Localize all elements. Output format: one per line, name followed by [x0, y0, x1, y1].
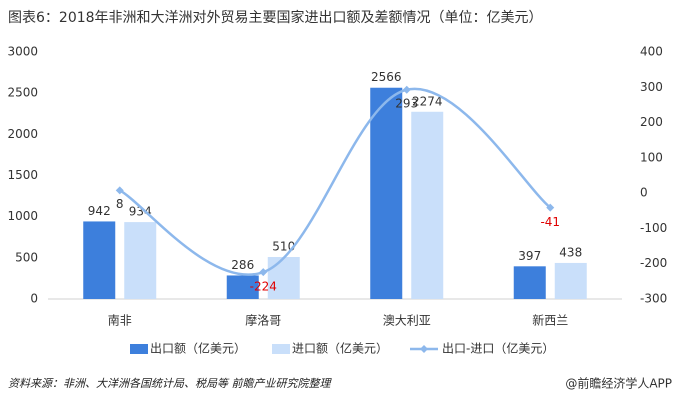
value-label: 397 [518, 249, 541, 263]
y2-tick-label: 100 [640, 150, 663, 164]
bar [226, 275, 259, 299]
value-label: 2566 [371, 70, 402, 84]
y-tick-label: 2500 [7, 86, 38, 100]
x-tick-label: 摩洛哥 [245, 313, 281, 328]
line [119, 87, 552, 276]
legend-swatch [420, 345, 428, 353]
line-marker [115, 186, 124, 195]
value-label: -41 [540, 215, 560, 229]
x-tick-label: 澳大利亚 [383, 314, 431, 328]
line-marker [259, 268, 268, 277]
legend-swatch [130, 344, 148, 354]
x-tick-label: 新西兰 [532, 313, 568, 328]
bar [83, 221, 116, 299]
x-tick-label: 南非 [108, 313, 132, 328]
y-tick-label: 1000 [7, 209, 38, 223]
y2-tick-label: -200 [640, 256, 667, 270]
value-label: -224 [250, 280, 277, 294]
bar [554, 262, 587, 299]
value-label: 934 [129, 205, 152, 219]
y-tick-label: 500 [15, 250, 38, 264]
y2-tick-label: -300 [640, 292, 667, 306]
y-tick-label: 3000 [7, 45, 38, 59]
value-label: 438 [559, 245, 582, 259]
line-marker [546, 203, 555, 212]
source: 资料来源：非洲、大洋洲各国统计局、税局等 前瞻产业研究院整理 [8, 377, 332, 390]
y-tick-label: 2000 [7, 127, 38, 141]
legend-label: 出口-进口（亿美元） [442, 341, 554, 356]
y2-tick-label: -100 [640, 221, 667, 235]
y2-tick-label: 300 [640, 80, 663, 94]
y-tick-label: 1500 [7, 168, 38, 182]
value-label: 8 [116, 197, 124, 211]
legend-swatch [272, 344, 290, 354]
bar [267, 257, 300, 299]
legend-label: 出口额（亿美元） [150, 341, 246, 356]
y2-tick-label: 0 [640, 186, 648, 200]
chart-title: 图表6：2018年非洲和大洋洲对外贸易主要国家进出口额及差额情况（单位：亿美元） [8, 9, 543, 26]
credit: @前瞻经济学人APP [565, 376, 672, 391]
legend-label: 进口额（亿美元） [292, 341, 388, 356]
bar [124, 222, 157, 299]
value-label: 2274 [412, 94, 443, 108]
y2-tick-label: 200 [640, 115, 663, 129]
y-tick-label: 0 [30, 292, 38, 306]
line-marker [402, 85, 411, 94]
y2-tick-label: 400 [640, 45, 663, 59]
bar [513, 266, 546, 299]
value-label: 510 [272, 240, 295, 254]
value-label: 286 [231, 258, 254, 272]
bar [411, 111, 444, 299]
value-label: 293 [395, 96, 418, 110]
bar [370, 87, 403, 299]
value-label: 942 [88, 204, 111, 218]
